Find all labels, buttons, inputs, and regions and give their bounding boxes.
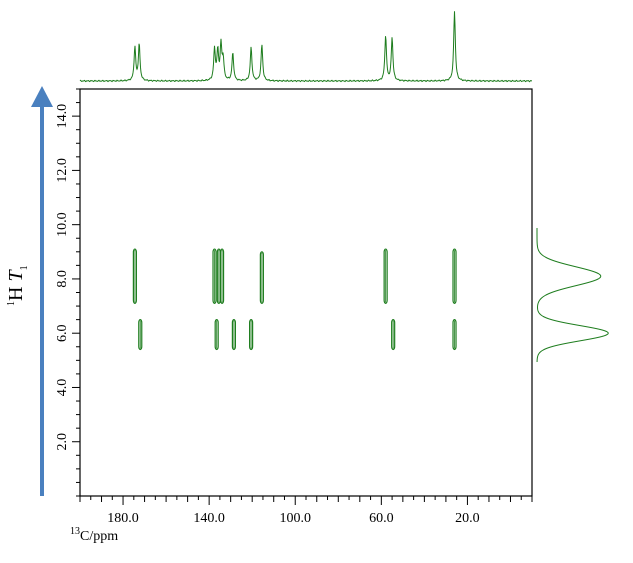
cross-peak	[383, 248, 388, 304]
x-tick-label: 100.0	[279, 511, 311, 526]
y-tick-label: 2.0	[55, 433, 70, 451]
cross-peak	[132, 248, 137, 304]
y-axis-label-superscript: 1	[6, 301, 17, 306]
y-axis-label: 1H T1	[5, 265, 30, 306]
y-tick-label: 14.0	[55, 104, 70, 129]
y-axis-label-subscript: 1	[19, 265, 30, 270]
y-axis-label-variable: T	[5, 269, 27, 282]
cross-peak	[138, 319, 143, 351]
cross-peak	[249, 319, 254, 351]
x-axis-label-superscript: 13	[70, 526, 80, 537]
cross-peak	[452, 248, 457, 304]
cross-peak	[219, 248, 225, 304]
cross-peak	[214, 319, 219, 351]
x-tick-label: 140.0	[193, 511, 225, 526]
right-projection-spectrum	[536, 228, 609, 363]
y-tick-label: 10.0	[55, 212, 70, 237]
cross-peak	[452, 319, 457, 351]
y-tick-label: 8.0	[55, 270, 70, 288]
y-tick-label: 4.0	[55, 379, 70, 397]
x-tick-label: 180.0	[107, 511, 139, 526]
x-axis-label-text: C/ppm	[80, 529, 118, 544]
x-axis-label: 13C/ppm	[70, 526, 118, 544]
y-axis-arrowhead	[31, 86, 53, 107]
cross-peak	[212, 248, 217, 304]
cross-peak	[231, 319, 236, 351]
y-axis-label-nucleus: H	[5, 287, 27, 301]
y-tick-label: 12.0	[55, 158, 70, 183]
cross-peak	[391, 319, 396, 351]
cross-peak	[259, 251, 264, 304]
x-tick-label: 60.0	[369, 511, 394, 526]
x-tick-label: 20.0	[455, 511, 480, 526]
plot-frame	[79, 88, 533, 497]
y-tick-label: 6.0	[55, 324, 70, 342]
top-projection-spectrum	[79, 11, 533, 83]
